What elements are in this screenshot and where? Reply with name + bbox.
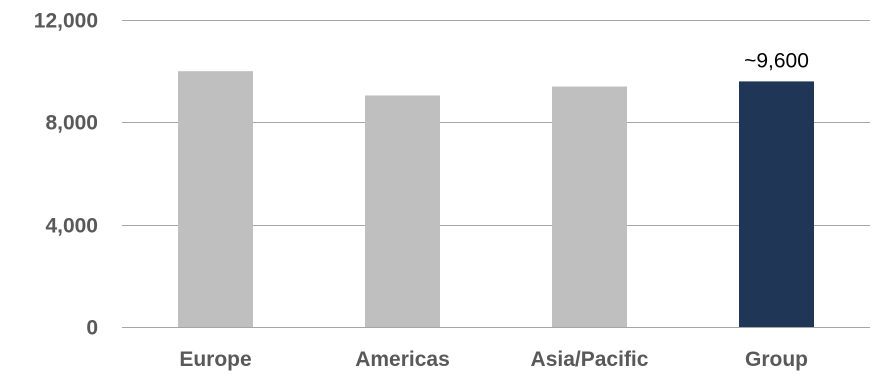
bar-group [739,81,814,328]
x-category-label: Group [745,348,808,371]
x-axis-category-labels: Europe Americas Asia/Pacific Group [179,348,808,371]
bar-asia-pacific [552,86,627,328]
x-category-label: Europe [179,348,251,371]
y-axis-tick-labels: 0 4,000 8,000 12,000 [34,10,98,340]
data-labels: ~9,600 [744,49,809,72]
data-label: ~9,600 [744,49,809,72]
bars [178,71,814,328]
bar-europe [178,71,253,328]
y-tick-label: 8,000 [45,112,98,135]
y-tick-label: 4,000 [45,215,98,238]
x-category-label: Americas [355,348,450,371]
y-tick-label: 0 [86,317,98,340]
y-tick-label: 12,000 [34,10,98,33]
x-category-label: Asia/Pacific [531,348,649,371]
bar-americas [365,95,440,328]
